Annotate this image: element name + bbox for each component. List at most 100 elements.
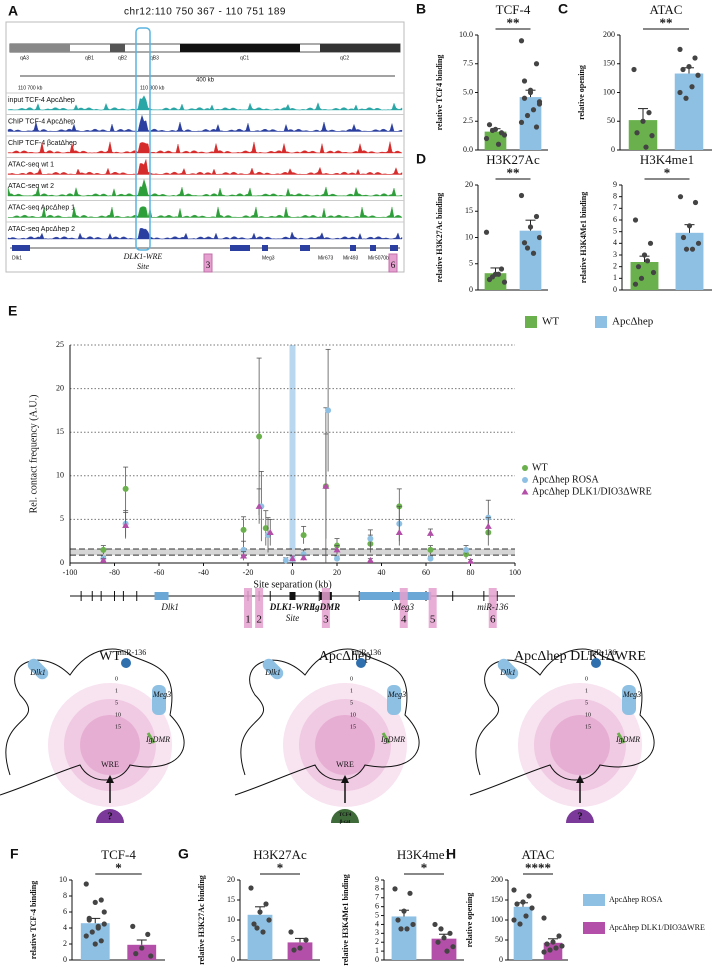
band-label: qC2 (340, 55, 349, 61)
model-label: WRE (336, 760, 354, 769)
data-point (86, 917, 92, 923)
data-point (145, 931, 151, 938)
arrow-head (341, 775, 349, 783)
ideogram-band (110, 44, 125, 52)
chart-title: ATAC (522, 847, 555, 862)
data-point (300, 554, 308, 561)
data-point (677, 194, 684, 200)
data-point (521, 95, 528, 101)
locus: chr12:110 750 367 - 110 751 189 (124, 7, 286, 18)
region-number: 3 (323, 614, 329, 626)
y-tick-label: 20 (465, 180, 473, 189)
data-point (536, 234, 543, 241)
data-point (427, 546, 434, 553)
y-tick-label: 4 (375, 919, 379, 928)
igdmr-mark (616, 732, 626, 744)
y-tick-label: 8 (63, 891, 67, 900)
model-title: ApcΔhep DLK1ΔWRE (514, 649, 646, 664)
meg3-gene (152, 685, 166, 715)
x-tick-label: 100 (509, 568, 521, 577)
y-axis-label: relative H3K4Me1 binding (341, 874, 350, 965)
data-point (392, 886, 398, 892)
region-number: 6 (391, 260, 396, 270)
y-tick-label: 4 (63, 923, 67, 932)
data-point (501, 279, 508, 285)
legend-marker (522, 465, 528, 471)
y-axis-label: relative TCF4 binding (435, 55, 444, 131)
data-point (92, 899, 98, 906)
wre-highlight (135, 27, 151, 251)
data-point (257, 909, 263, 915)
data-point (483, 135, 490, 142)
data-point (398, 926, 404, 932)
data-point (638, 275, 645, 281)
data-point (530, 107, 537, 113)
data-point (533, 61, 540, 67)
y-tick-label: 100 (491, 915, 503, 924)
scale-label: 400 kb (196, 78, 215, 84)
data-point (686, 64, 692, 70)
data-point (521, 78, 528, 84)
y-tick-label: 50 (495, 935, 503, 944)
arrow-head (106, 775, 114, 783)
data-point (647, 240, 654, 246)
y-tick-label: 15 (465, 206, 473, 215)
y-tick-label: 150 (491, 895, 503, 904)
data-point (695, 240, 702, 246)
track-signal (7, 206, 403, 218)
data-point (395, 528, 403, 535)
region-number: 2 (256, 614, 262, 626)
data-point (533, 124, 540, 130)
data-point (526, 893, 532, 899)
y-tick-label: 2 (375, 937, 379, 946)
ring-label: 1 (115, 688, 118, 694)
data-point (255, 502, 263, 509)
y-tick-label: 10 (227, 915, 235, 924)
y-tick-label: 9 (375, 875, 379, 884)
chromatin (469, 648, 655, 796)
band-label: qB3 (150, 55, 159, 61)
ideogram-band (320, 44, 400, 52)
data-point (410, 921, 416, 928)
panel-label: G (178, 846, 189, 862)
y-tick-label: 10 (59, 875, 67, 884)
y-axis-label: relative opening (465, 893, 474, 948)
y-tick-label: 0 (613, 285, 617, 294)
data-point (367, 535, 374, 542)
gene-name: Dlk1 (12, 255, 22, 261)
site-label: Site (286, 613, 300, 623)
y-tick-label: 8 (375, 884, 379, 893)
data-point (529, 905, 535, 911)
mir136 (591, 658, 601, 668)
panel-label: E (8, 303, 17, 319)
data-point (463, 546, 470, 553)
y-tick-label: 6 (375, 901, 379, 910)
data-point (262, 525, 269, 532)
y-tick-label: 100 (603, 87, 615, 96)
data-point (407, 890, 413, 896)
y-tick-label: 150 (603, 59, 615, 68)
y-tick-label: 2.5 (463, 116, 473, 125)
data-point (680, 66, 686, 73)
y-axis-label: relative TCF-4 binding (29, 881, 38, 959)
x-tick-label: 0 (291, 568, 295, 577)
data-point (99, 556, 107, 563)
data-point (635, 264, 642, 270)
coord-label: 110 700 kb (18, 85, 43, 91)
y-tick-label: 20 (227, 875, 235, 884)
track-name: ChIP TCF-4 βcatΔhep (8, 140, 77, 147)
legend-label: ApcΔhep (612, 316, 654, 328)
panel-label: B (416, 1, 426, 17)
y-tick-label: 15 (56, 427, 64, 436)
x-tick-label: -100 (63, 568, 78, 577)
data-point (148, 953, 154, 959)
panel-label: D (416, 151, 426, 167)
data-point (441, 935, 447, 941)
model-title: WT (99, 649, 121, 664)
data-point (322, 482, 330, 489)
x-tick-label: 60 (422, 568, 430, 577)
arrow-head (576, 775, 584, 783)
data-point (101, 909, 107, 915)
data-point (523, 913, 529, 919)
data-point (122, 522, 130, 529)
